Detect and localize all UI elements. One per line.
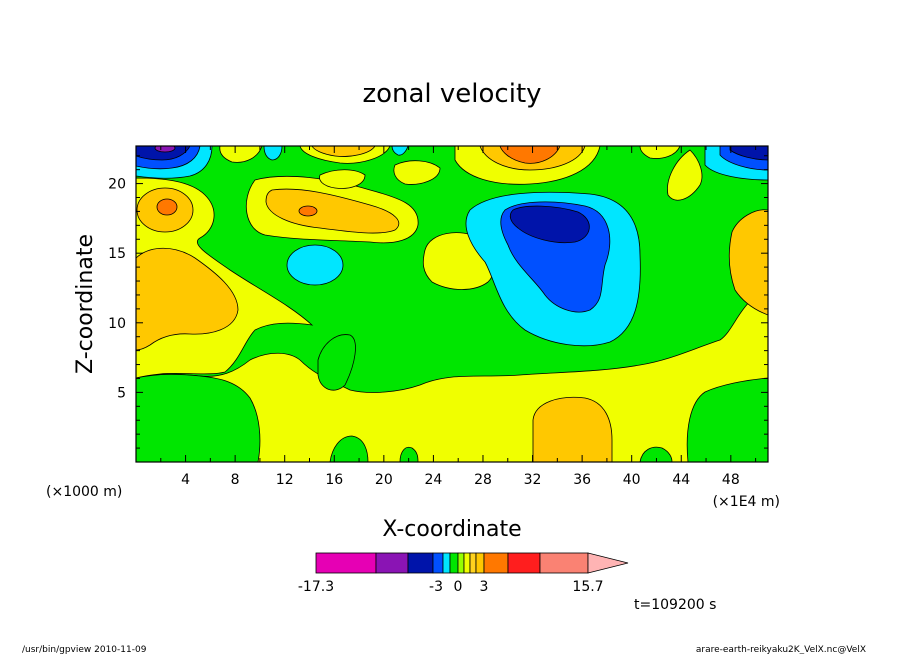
colorbar-segment xyxy=(475,552,485,574)
x-tick-label: 20 xyxy=(375,472,393,488)
x-tick-label: 36 xyxy=(573,472,591,488)
y-axis-ticks: 5 10 15 20 xyxy=(108,155,768,449)
contour-fill-orange-bottom xyxy=(532,396,613,462)
colorbar xyxy=(315,552,629,574)
colorbar-segment xyxy=(483,552,509,574)
colorbar-max-arrow xyxy=(587,552,629,574)
contour-fill-top-yellow-1 xyxy=(219,146,263,163)
contour-fill-green-bottom-right xyxy=(686,377,768,462)
x-tick-label: 40 xyxy=(623,472,641,488)
colorbar-tick-label: 0 xyxy=(454,579,463,595)
colorbar-segment xyxy=(449,552,459,574)
x-tick-label: 32 xyxy=(524,472,542,488)
y-tick-label: 10 xyxy=(108,316,126,332)
colorbar-segment xyxy=(315,552,377,574)
colorbar-tick-labels: -3 0 3 xyxy=(429,579,488,595)
contour-fill-top-cyan-small xyxy=(263,146,283,161)
colorbar-max-label: 15.7 xyxy=(572,579,603,595)
contour-fill-green-bottom-2 xyxy=(399,446,419,462)
colorbar-tick-label: 3 xyxy=(480,579,489,595)
contour-fill-green-bottom-3 xyxy=(639,446,673,462)
y-tick-label: 20 xyxy=(108,177,126,193)
contour-fill-cyan-small xyxy=(286,244,344,286)
x-tick-label: 4 xyxy=(181,472,190,488)
contour-fill-top-right-yellow xyxy=(639,146,681,159)
colorbar-segment xyxy=(469,552,477,574)
contour-fill-orange-left xyxy=(136,247,239,351)
contour-fill-top-yellow-4 xyxy=(319,169,366,189)
colorbar-segment xyxy=(457,552,465,574)
contour-fill-orange-center-band xyxy=(265,188,400,234)
colorbar-segment xyxy=(539,552,589,574)
x-tick-label: 12 xyxy=(276,472,294,488)
y-tick-label: 5 xyxy=(117,385,126,401)
contour-fill-yellow-right-lobe xyxy=(667,149,703,201)
contour-fill-top-left-navy xyxy=(136,146,191,161)
x-tick-label: 28 xyxy=(474,472,492,488)
x-unit-left-label: (×1000 m) xyxy=(46,484,122,500)
contour-fill-orange-dark-center xyxy=(298,205,318,217)
x-axis-label: X-coordinate xyxy=(382,517,521,542)
colorbar-segment xyxy=(507,552,541,574)
x-tick-label: 48 xyxy=(722,472,740,488)
colorbar-segment xyxy=(442,552,451,574)
colorbar-segment xyxy=(407,552,434,574)
contour-fill-green-bottom-1 xyxy=(329,435,369,462)
contour-fill-top-yellow-3 xyxy=(393,160,441,185)
footer-right-text: arare-earth-reikyaku2K_VelX.nc@VelX xyxy=(696,645,866,654)
y-axis-label: Z-coordinate xyxy=(73,234,98,374)
time-label: t=109200 s xyxy=(634,597,716,613)
x-axis-ticks: 4 8 12 16 20 24 28 32 36 40 44 48 xyxy=(160,146,757,488)
contour-fill-darkorange-top-center xyxy=(499,146,561,164)
contour-fill-green-bottom-left xyxy=(136,373,261,462)
x-tick-label: 16 xyxy=(325,472,343,488)
contour-fill-orange-right xyxy=(728,209,768,316)
x-tick-label: 24 xyxy=(424,472,442,488)
x-tick-label: 44 xyxy=(672,472,690,488)
colorbar-segment xyxy=(463,552,471,574)
colorbar-segment xyxy=(432,552,444,574)
contour-fill-navy-core xyxy=(509,205,590,244)
contour-fill-top-left-purple xyxy=(154,146,176,153)
colorbar-segment xyxy=(375,552,409,574)
y-tick-label: 15 xyxy=(108,246,126,262)
x-unit-right-label: (×1E4 m) xyxy=(713,494,780,510)
colorbar-tick-label: -3 xyxy=(429,579,443,595)
chart-title: zonal velocity xyxy=(362,79,541,109)
x-tick-label: 8 xyxy=(231,472,240,488)
colorbar-min-label: -17.3 xyxy=(298,579,334,595)
contour-fill-green-mid-spike xyxy=(317,334,356,391)
contour-fill-top-cyan-small-2 xyxy=(391,146,409,156)
plot-area xyxy=(136,146,768,462)
plot-frame xyxy=(135,145,769,463)
contour-fill-orange-core-left xyxy=(156,198,178,216)
footer-left-text: /usr/bin/gpview 2010-11-09 xyxy=(22,645,147,654)
